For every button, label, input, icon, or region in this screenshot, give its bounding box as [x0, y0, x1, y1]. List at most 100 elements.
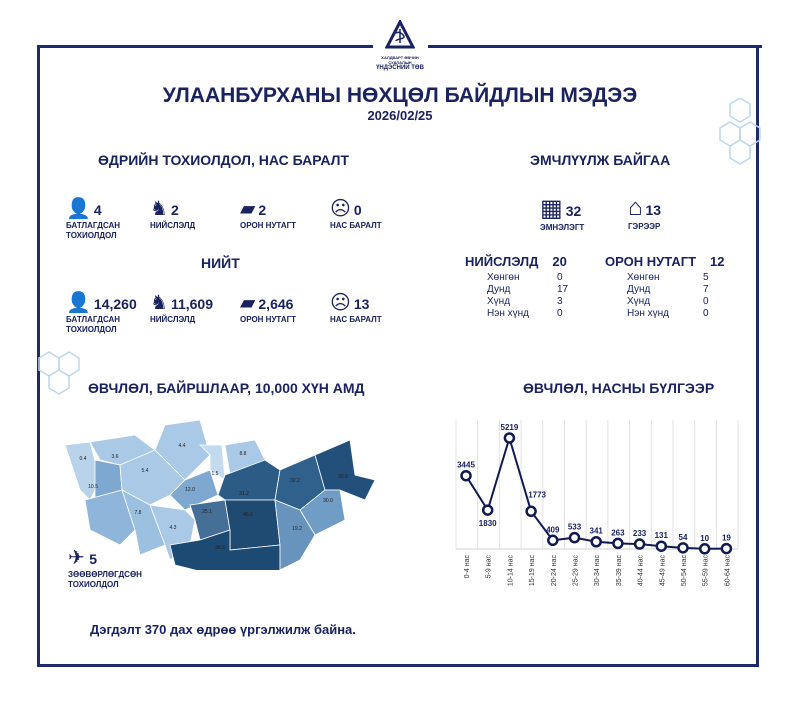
severity-label: Хүнд	[627, 296, 651, 307]
data-label: 1773	[528, 490, 546, 499]
home-icon-glyph: ⌂	[628, 194, 643, 221]
choropleth-map: 0.4 3.6 4.4 5.4 1.5 8.8 10.5 12.0 7.8 4.3 25.1 46.6…	[64, 420, 376, 570]
region-label: 10.5	[88, 484, 98, 490]
data-point	[481, 504, 494, 516]
data-label: 54	[679, 533, 688, 542]
page-title: УЛААНБУРХАНЫ НӨХЦӨЛ БАЙДЛЫН МЭДЭЭ	[162, 84, 638, 107]
chart-heading: ӨВЧЛӨЛ, НАСНЫ БҮЛГЭЭР	[523, 380, 715, 396]
region-label: 1.5	[212, 471, 219, 477]
severity-label: Хөнгөн	[627, 272, 660, 283]
severity-label: Хүнд	[487, 296, 511, 307]
logo-triangle-icon	[384, 18, 416, 49]
region	[217, 459, 281, 501]
severity-row: Хөнгөн 5	[627, 272, 737, 284]
data-point	[460, 469, 472, 482]
hexagon-decoration-icon	[38, 351, 80, 395]
stat-label: НАС БАРАЛТ	[330, 221, 382, 230]
stat-value: 0	[353, 202, 362, 218]
severity-row: Хүнд 3	[487, 296, 597, 308]
frame-top-right	[428, 45, 762, 48]
region	[274, 499, 316, 570]
stat-value: 2	[170, 202, 179, 218]
person-icon-glyph: 👤	[66, 292, 91, 314]
region-label: 38.5	[215, 545, 225, 551]
x-tick-label: 50-54 нас	[681, 555, 688, 587]
data-label: 533	[568, 523, 582, 532]
data-label: 263	[611, 528, 625, 537]
region	[84, 489, 136, 546]
severity-value: 0	[703, 296, 709, 307]
mongolia-map-icon-glyph: ▰	[240, 292, 256, 314]
x-tick-label: 25-29 нас	[573, 555, 580, 587]
data-point	[547, 534, 559, 547]
org-line1: ХАЛДВАРТ ӨВЧИН СУДЛАЛЫН	[381, 55, 419, 65]
x-tick-label: 35-39 нас	[616, 555, 623, 587]
stat-value: 32	[565, 203, 582, 219]
region-label: 4.4	[179, 443, 186, 449]
group-name: ОРОН НУТАГТ	[605, 254, 697, 269]
x-tick-label: 45-49 нас	[659, 555, 666, 587]
data-label: 233	[633, 529, 647, 538]
frame-top-left	[37, 45, 373, 48]
mongolia-map-icon-glyph: ▰	[240, 198, 256, 220]
stat-label: ГЭРЭЭР	[628, 222, 661, 231]
data-label: 3445	[457, 461, 475, 470]
severity-row: Дунд 17	[487, 284, 597, 296]
severity-row: Хүнд 0	[627, 296, 737, 308]
airplane-icon: ✈	[68, 547, 85, 569]
x-tick-label: 55-59 нас	[703, 555, 710, 587]
x-tick-label: 30-34 нас	[594, 555, 601, 587]
stat-label: БАТЛАГДСАН ТОХИОЛДОЛ	[66, 315, 121, 334]
region-label: 4.3	[170, 525, 177, 531]
severity-label: Дунд	[487, 284, 511, 295]
region-label: 32.2	[290, 478, 300, 484]
stat-label: БАТЛАГДСАН ТОХИОЛДОЛ	[66, 221, 121, 240]
data-point	[525, 505, 537, 518]
data-label: 409	[546, 525, 560, 534]
stat-value: 2,646	[258, 296, 294, 312]
stat-label: НИЙСЛЭЛД	[150, 315, 196, 324]
severity-row: Нэн хүнд 0	[487, 308, 597, 320]
total-heading: НИЙТ	[201, 255, 240, 271]
x-tick-label: 40-44 нас	[638, 555, 645, 587]
org-line2: ҮНДЭСНИЙ ТӨВ	[376, 65, 424, 71]
region-label: 46.6	[243, 512, 253, 518]
stat-value: 2	[258, 202, 267, 218]
region-label: 31.2	[239, 491, 249, 497]
stat-value: 13	[353, 296, 370, 312]
data-point	[503, 432, 516, 444]
deceased-icon-glyph: ☹	[330, 198, 351, 220]
stat-label: НАС БАРАЛТ	[330, 315, 382, 324]
region-label: 30.0	[323, 498, 333, 504]
severity-value: 17	[557, 284, 569, 295]
deceased-icon-glyph: ☹	[330, 292, 351, 314]
statue-icon-glyph: ♞	[150, 198, 168, 220]
stat-value: 11,609	[170, 296, 213, 312]
hexagon-decoration-icon	[719, 98, 761, 165]
data-label: 5219	[501, 423, 519, 432]
stat-value: 13	[645, 202, 662, 218]
daily-heading: ӨДРИЙН ТОХИОЛДОЛ, НАС БАРАЛТ	[98, 152, 350, 168]
stat-value: 4	[93, 202, 102, 218]
x-tick-label: 20-24 нас	[551, 555, 558, 587]
x-tick-label: 60-64 нас	[724, 555, 731, 587]
hospital-icon-glyph: ▦	[540, 195, 563, 222]
data-point	[590, 535, 602, 548]
severity-label: Нэн хүнд	[487, 308, 529, 319]
data-label: 1830	[479, 519, 497, 528]
stat-value: 14,260	[93, 296, 137, 312]
group-total: 12	[710, 254, 725, 269]
stat-label: ЭМНЭЛЭГТ	[540, 223, 585, 232]
data-point	[698, 543, 711, 555]
report-date: 2026/02/25	[367, 108, 433, 123]
severity-value: 0	[703, 308, 709, 319]
stat-label: НИЙСЛЭЛД	[150, 221, 196, 230]
x-tick-label: 10-14 нас	[507, 555, 514, 587]
